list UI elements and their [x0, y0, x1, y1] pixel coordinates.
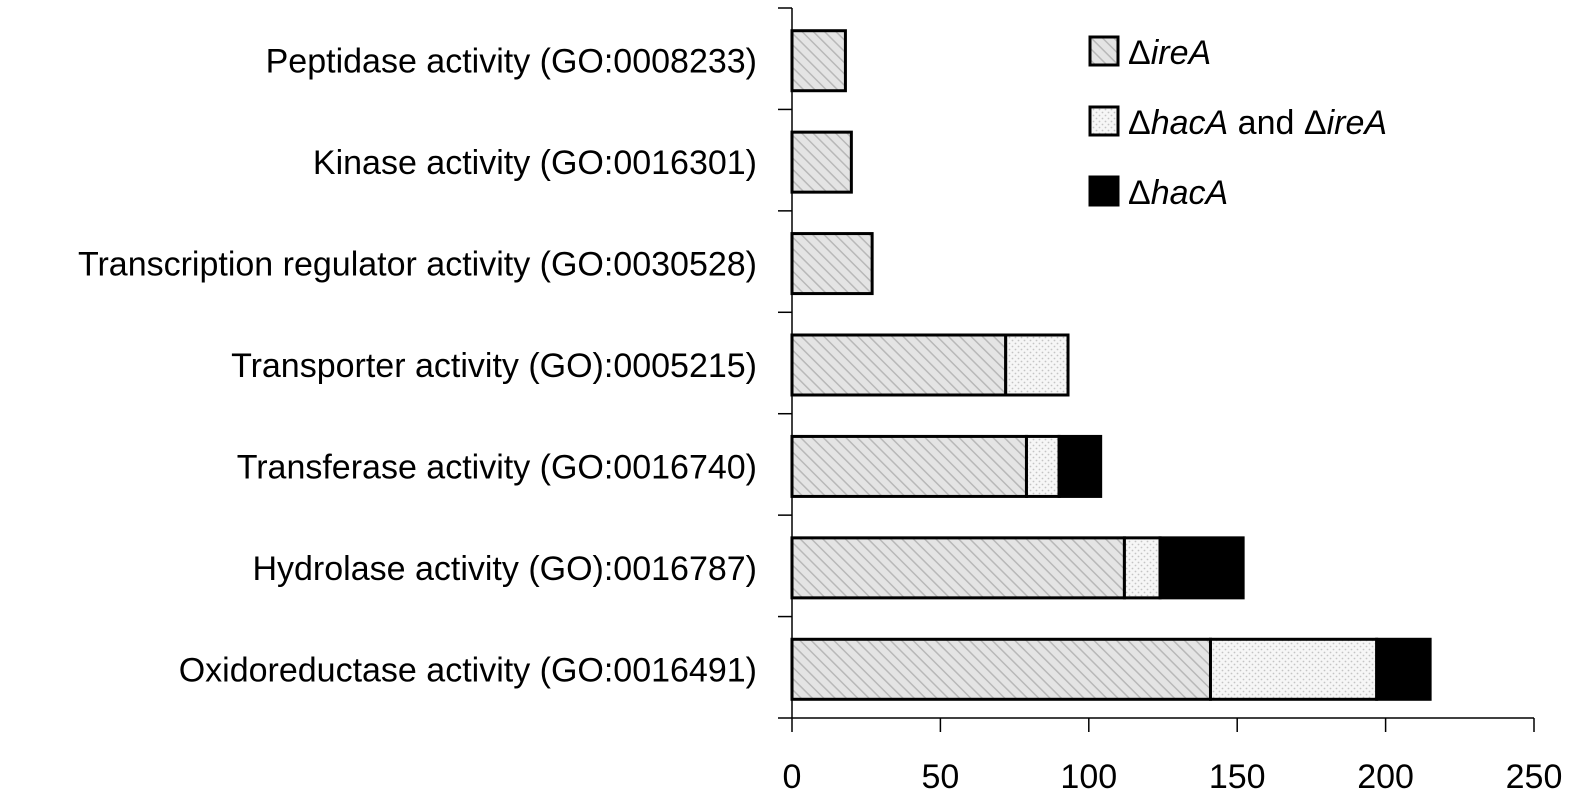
category-label: Peptidase activity (GO:0008233): [266, 43, 757, 81]
legend-label-1: ΔhacA and ΔireA: [1128, 104, 1387, 142]
category-label: Kinase activity (GO:0016301): [313, 144, 757, 182]
bar-segment-2-5: [1158, 536, 1245, 600]
bar-segment-0-3: [790, 333, 1008, 397]
category-label: Transporter activity (GO):0005215): [231, 347, 757, 385]
bar-segment-0-2: [790, 232, 874, 296]
legend-label-0: ΔireA: [1128, 34, 1211, 72]
x-tick-label: 200: [1357, 758, 1414, 796]
bar-segment-1-5: [1122, 536, 1162, 600]
bar-segment-0-6: [790, 637, 1212, 701]
bar-segment-0-1: [790, 130, 853, 194]
x-tick-label: 0: [783, 758, 802, 796]
x-tick-label: 50: [921, 758, 959, 796]
legend-swatch-1: [1088, 105, 1120, 137]
x-tick-label: 150: [1209, 758, 1266, 796]
bar-segment-2-6: [1375, 637, 1432, 701]
legend-label-2: ΔhacA: [1128, 174, 1228, 212]
bar-segment-0-5: [790, 536, 1126, 600]
category-label: Transcription regulator activity (GO:003…: [78, 246, 757, 284]
x-tick-label: 100: [1060, 758, 1117, 796]
legend: ΔireA ΔhacA and ΔireA ΔhacA: [1088, 34, 1387, 212]
category-label: Transferase activity (GO:0016740): [237, 448, 757, 486]
bar-segment-2-4: [1057, 434, 1103, 498]
category-label: Oxidoreductase activity (GO:0016491): [179, 651, 757, 689]
legend-swatch-2: [1088, 175, 1120, 207]
category-label: Hydrolase activity (GO):0016787): [252, 550, 757, 588]
bar-segment-0-4: [790, 434, 1028, 498]
bar-segment-0-0: [790, 29, 847, 93]
bar-segment-1-4: [1024, 434, 1061, 498]
x-tick-label: 250: [1506, 758, 1563, 796]
bar-segment-1-6: [1208, 637, 1379, 701]
legend-swatch-0: [1088, 35, 1120, 67]
bar-segment-1-3: [1004, 333, 1070, 397]
plot-area: Peptidase activity (GO:0008233) Kinase ac…: [78, 7, 1563, 796]
